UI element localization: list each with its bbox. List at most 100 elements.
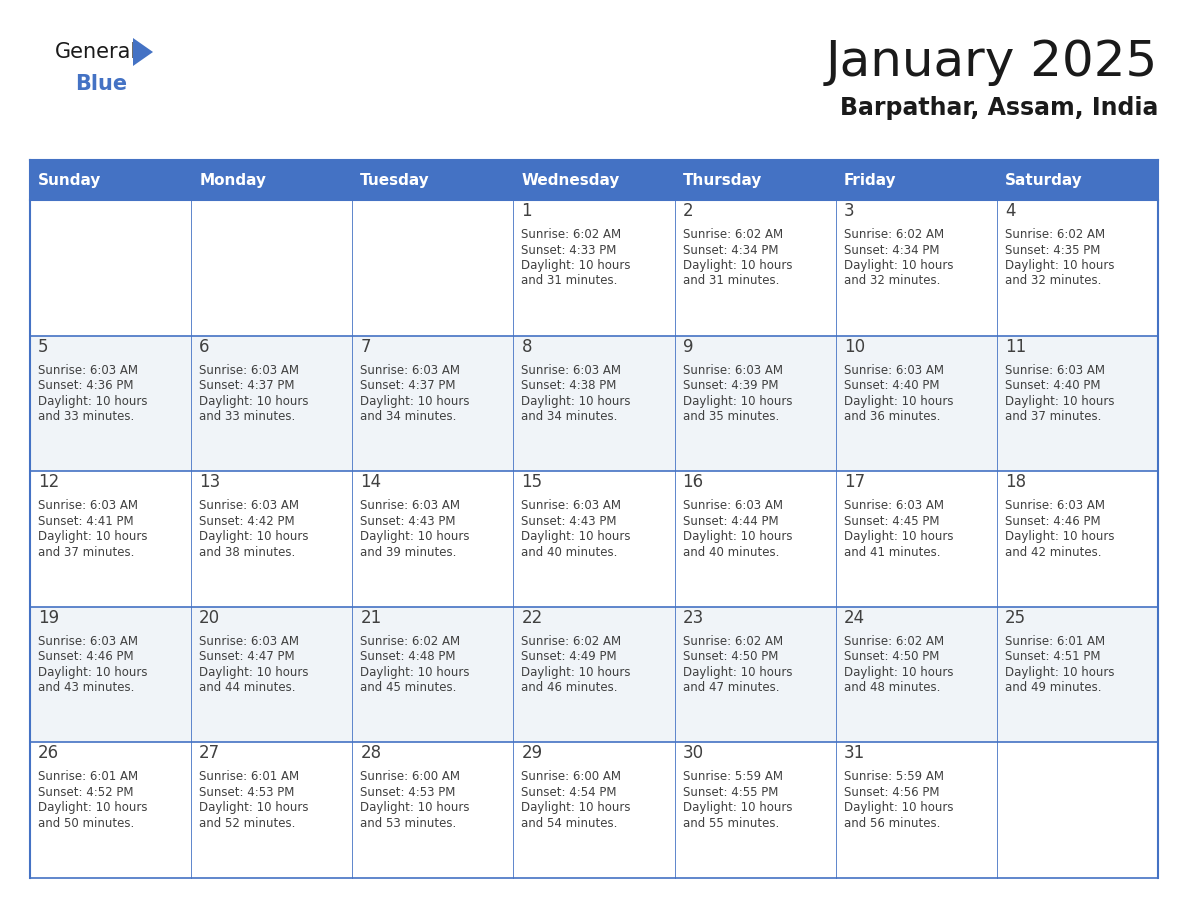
Text: and 37 minutes.: and 37 minutes. [38, 545, 134, 559]
Text: Sunset: 4:55 PM: Sunset: 4:55 PM [683, 786, 778, 799]
Text: Daylight: 10 hours: Daylight: 10 hours [522, 395, 631, 408]
Text: Monday: Monday [200, 173, 266, 187]
Text: Sunrise: 6:02 AM: Sunrise: 6:02 AM [683, 228, 783, 241]
Text: 24: 24 [843, 609, 865, 627]
Text: and 53 minutes.: and 53 minutes. [360, 817, 456, 830]
Text: Daylight: 10 hours: Daylight: 10 hours [843, 259, 953, 272]
Text: and 37 minutes.: and 37 minutes. [1005, 410, 1101, 423]
Text: 6: 6 [200, 338, 209, 355]
Text: Sunset: 4:49 PM: Sunset: 4:49 PM [522, 650, 617, 664]
Text: Wednesday: Wednesday [522, 173, 620, 187]
Text: Sunset: 4:53 PM: Sunset: 4:53 PM [200, 786, 295, 799]
Text: Sunset: 4:36 PM: Sunset: 4:36 PM [38, 379, 133, 392]
Text: 29: 29 [522, 744, 543, 763]
Text: 14: 14 [360, 473, 381, 491]
Text: Thursday: Thursday [683, 173, 762, 187]
Text: and 45 minutes.: and 45 minutes. [360, 681, 456, 694]
Text: Barpathar, Assam, India: Barpathar, Assam, India [840, 96, 1158, 120]
Text: and 48 minutes.: and 48 minutes. [843, 681, 940, 694]
Text: January 2025: January 2025 [826, 38, 1158, 86]
Text: and 43 minutes.: and 43 minutes. [38, 681, 134, 694]
Text: Sunrise: 6:03 AM: Sunrise: 6:03 AM [683, 364, 783, 376]
Text: Sunrise: 6:02 AM: Sunrise: 6:02 AM [360, 635, 461, 648]
Text: Sunrise: 5:59 AM: Sunrise: 5:59 AM [843, 770, 943, 783]
Text: and 42 minutes.: and 42 minutes. [1005, 545, 1101, 559]
Text: Sunrise: 5:59 AM: Sunrise: 5:59 AM [683, 770, 783, 783]
Text: and 36 minutes.: and 36 minutes. [843, 410, 940, 423]
Text: and 40 minutes.: and 40 minutes. [522, 545, 618, 559]
Text: Sunset: 4:43 PM: Sunset: 4:43 PM [522, 515, 617, 528]
Text: Daylight: 10 hours: Daylight: 10 hours [360, 666, 469, 678]
Text: Sunrise: 6:03 AM: Sunrise: 6:03 AM [38, 635, 138, 648]
Text: 13: 13 [200, 473, 221, 491]
Text: and 32 minutes.: and 32 minutes. [843, 274, 940, 287]
Text: Daylight: 10 hours: Daylight: 10 hours [522, 666, 631, 678]
Text: Sunrise: 6:03 AM: Sunrise: 6:03 AM [200, 364, 299, 376]
Text: 17: 17 [843, 473, 865, 491]
Bar [997, 160, 1158, 200]
Text: Sunset: 4:50 PM: Sunset: 4:50 PM [843, 650, 939, 664]
Text: 30: 30 [683, 744, 703, 763]
Text: Sunday: Sunday [38, 173, 101, 187]
Text: and 55 minutes.: and 55 minutes. [683, 817, 779, 830]
Text: 7: 7 [360, 338, 371, 355]
Text: Sunrise: 6:00 AM: Sunrise: 6:00 AM [360, 770, 460, 783]
Text: and 54 minutes.: and 54 minutes. [522, 817, 618, 830]
Text: Daylight: 10 hours: Daylight: 10 hours [683, 395, 792, 408]
Text: Sunrise: 6:03 AM: Sunrise: 6:03 AM [38, 499, 138, 512]
Text: Sunset: 4:46 PM: Sunset: 4:46 PM [1005, 515, 1100, 528]
Text: Sunrise: 6:03 AM: Sunrise: 6:03 AM [200, 499, 299, 512]
Text: Sunrise: 6:03 AM: Sunrise: 6:03 AM [683, 499, 783, 512]
Text: and 40 minutes.: and 40 minutes. [683, 545, 779, 559]
Text: Daylight: 10 hours: Daylight: 10 hours [200, 395, 309, 408]
Text: 1: 1 [522, 202, 532, 220]
Text: 27: 27 [200, 744, 220, 763]
Text: Daylight: 10 hours: Daylight: 10 hours [1005, 259, 1114, 272]
Text: 2: 2 [683, 202, 693, 220]
Text: and 34 minutes.: and 34 minutes. [522, 410, 618, 423]
Text: Sunrise: 6:02 AM: Sunrise: 6:02 AM [683, 635, 783, 648]
Text: Daylight: 10 hours: Daylight: 10 hours [200, 666, 309, 678]
Text: Daylight: 10 hours: Daylight: 10 hours [522, 801, 631, 814]
Text: 12: 12 [38, 473, 59, 491]
Text: Sunset: 4:53 PM: Sunset: 4:53 PM [360, 786, 456, 799]
Text: 11: 11 [1005, 338, 1026, 355]
Text: Daylight: 10 hours: Daylight: 10 hours [843, 531, 953, 543]
Text: Friday: Friday [843, 173, 896, 187]
Text: Daylight: 10 hours: Daylight: 10 hours [200, 531, 309, 543]
Text: Sunrise: 6:03 AM: Sunrise: 6:03 AM [1005, 499, 1105, 512]
Text: and 41 minutes.: and 41 minutes. [843, 545, 940, 559]
Text: Sunrise: 6:01 AM: Sunrise: 6:01 AM [1005, 635, 1105, 648]
Text: 19: 19 [38, 609, 59, 627]
Text: and 47 minutes.: and 47 minutes. [683, 681, 779, 694]
Text: 28: 28 [360, 744, 381, 763]
Text: 3: 3 [843, 202, 854, 220]
Text: Sunset: 4:37 PM: Sunset: 4:37 PM [200, 379, 295, 392]
Text: 20: 20 [200, 609, 220, 627]
Text: Tuesday: Tuesday [360, 173, 430, 187]
Text: Sunset: 4:48 PM: Sunset: 4:48 PM [360, 650, 456, 664]
Text: Sunset: 4:46 PM: Sunset: 4:46 PM [38, 650, 133, 664]
Text: and 49 minutes.: and 49 minutes. [1005, 681, 1101, 694]
Text: Daylight: 10 hours: Daylight: 10 hours [360, 395, 469, 408]
Text: Sunset: 4:41 PM: Sunset: 4:41 PM [38, 515, 133, 528]
Text: Sunrise: 6:03 AM: Sunrise: 6:03 AM [843, 499, 943, 512]
Text: Sunset: 4:38 PM: Sunset: 4:38 PM [522, 379, 617, 392]
Text: General: General [55, 42, 138, 62]
Text: and 32 minutes.: and 32 minutes. [1005, 274, 1101, 287]
Text: 22: 22 [522, 609, 543, 627]
Text: Sunrise: 6:03 AM: Sunrise: 6:03 AM [843, 364, 943, 376]
Bar [675, 160, 835, 200]
Text: and 39 minutes.: and 39 minutes. [360, 545, 456, 559]
Text: Sunset: 4:35 PM: Sunset: 4:35 PM [1005, 243, 1100, 256]
Text: Daylight: 10 hours: Daylight: 10 hours [683, 666, 792, 678]
Text: 16: 16 [683, 473, 703, 491]
Text: Sunset: 4:43 PM: Sunset: 4:43 PM [360, 515, 456, 528]
Text: and 34 minutes.: and 34 minutes. [360, 410, 456, 423]
Text: Sunset: 4:37 PM: Sunset: 4:37 PM [360, 379, 456, 392]
Text: Daylight: 10 hours: Daylight: 10 hours [38, 395, 147, 408]
Text: Sunset: 4:45 PM: Sunset: 4:45 PM [843, 515, 940, 528]
Text: Sunset: 4:51 PM: Sunset: 4:51 PM [1005, 650, 1100, 664]
Text: Daylight: 10 hours: Daylight: 10 hours [38, 666, 147, 678]
Text: 10: 10 [843, 338, 865, 355]
